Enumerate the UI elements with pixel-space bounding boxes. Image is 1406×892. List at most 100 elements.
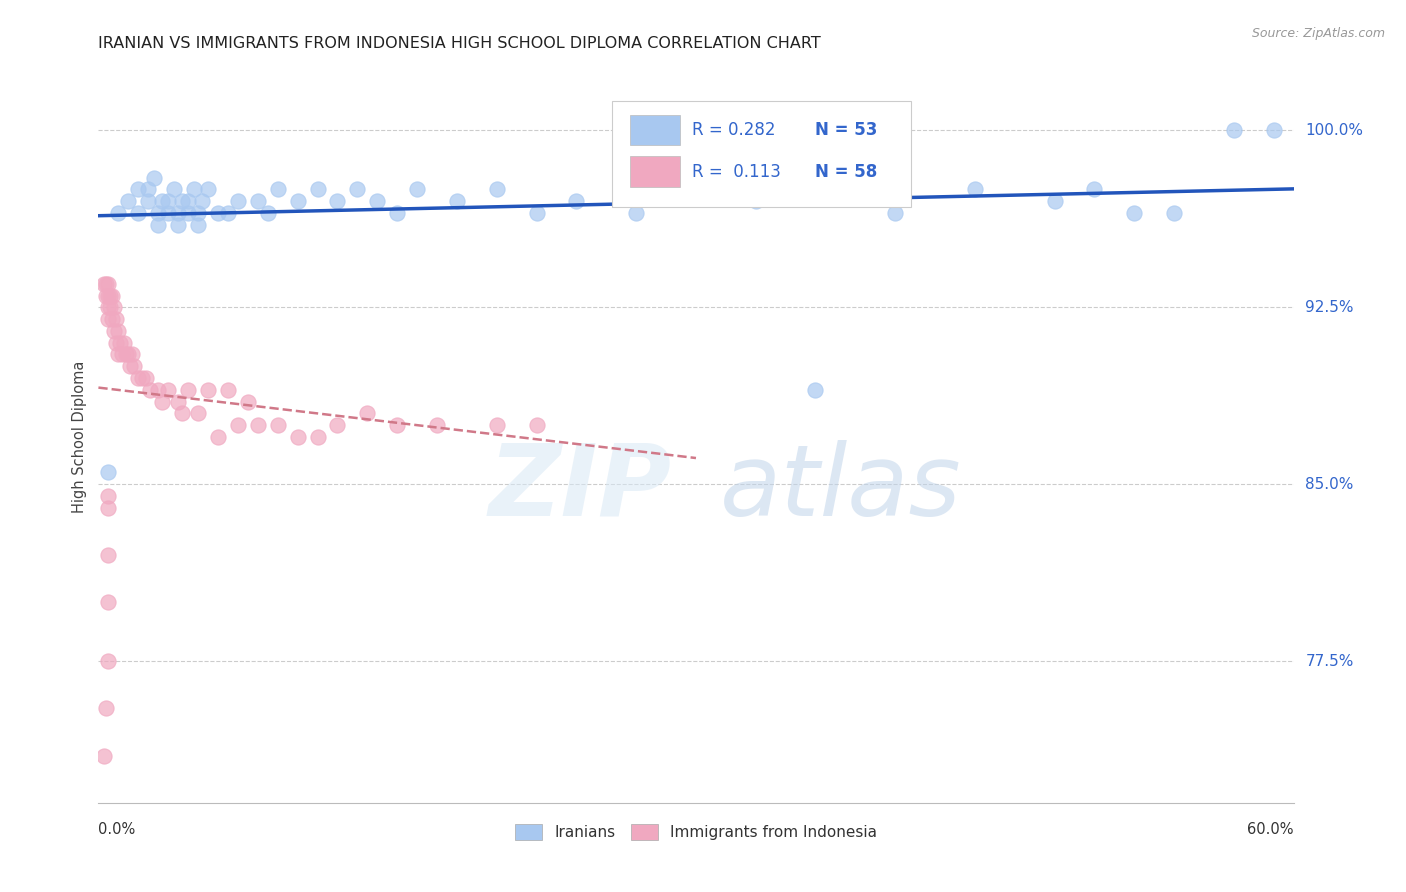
Point <box>139 383 162 397</box>
Point <box>97 489 120 503</box>
Point <box>124 359 146 374</box>
Text: 85.0%: 85.0% <box>1306 476 1354 491</box>
Point <box>177 206 200 220</box>
Point <box>197 182 219 196</box>
Text: N = 53: N = 53 <box>815 121 877 139</box>
Point <box>884 206 907 220</box>
Point <box>136 182 159 196</box>
Point <box>1123 206 1146 220</box>
Point <box>226 418 249 433</box>
Point <box>117 194 139 208</box>
Point <box>685 182 707 196</box>
Point <box>172 194 194 208</box>
Point <box>1263 123 1285 137</box>
Text: atlas: atlas <box>720 440 962 537</box>
Point <box>307 182 329 196</box>
Text: ZIP: ZIP <box>489 440 672 537</box>
Point <box>526 206 548 220</box>
Point <box>97 654 120 668</box>
Point <box>385 206 409 220</box>
Point <box>287 430 309 444</box>
Point <box>127 182 149 196</box>
Point <box>446 194 468 208</box>
Point <box>1163 206 1185 220</box>
Point <box>96 701 118 715</box>
Point <box>97 500 120 515</box>
Point <box>97 301 120 315</box>
Text: 0.0%: 0.0% <box>98 822 135 837</box>
Point <box>121 347 143 361</box>
Point <box>101 288 124 302</box>
Point <box>117 347 139 361</box>
Point <box>98 288 122 302</box>
FancyBboxPatch shape <box>630 114 681 145</box>
Point <box>217 383 239 397</box>
Y-axis label: High School Diploma: High School Diploma <box>72 361 87 513</box>
Point <box>187 407 209 421</box>
Point <box>745 194 768 208</box>
Point <box>191 194 214 208</box>
Point <box>565 194 588 208</box>
Point <box>97 312 120 326</box>
Point <box>626 206 648 220</box>
Point <box>167 394 190 409</box>
Point <box>963 182 986 196</box>
Point <box>150 394 173 409</box>
Point <box>246 418 269 433</box>
Point <box>97 277 120 291</box>
Text: 100.0%: 100.0% <box>1306 123 1364 138</box>
Text: IRANIAN VS IMMIGRANTS FROM INDONESIA HIGH SCHOOL DIPLOMA CORRELATION CHART: IRANIAN VS IMMIGRANTS FROM INDONESIA HIG… <box>98 36 821 51</box>
Point <box>105 335 128 350</box>
Text: 77.5%: 77.5% <box>1306 654 1354 669</box>
Point <box>157 194 180 208</box>
Point <box>1083 182 1105 196</box>
Point <box>148 383 170 397</box>
Point <box>93 748 115 763</box>
Point <box>136 194 159 208</box>
Point <box>177 194 200 208</box>
Point <box>150 194 173 208</box>
Point <box>187 206 209 220</box>
Point <box>804 383 827 397</box>
Point <box>197 383 219 397</box>
Point <box>267 418 290 433</box>
Point <box>426 418 449 433</box>
Point <box>111 347 134 361</box>
Text: R = 0.282: R = 0.282 <box>692 121 776 139</box>
Point <box>97 548 120 562</box>
FancyBboxPatch shape <box>613 101 911 207</box>
Point <box>97 288 120 302</box>
Point <box>101 312 124 326</box>
Point <box>157 206 180 220</box>
Point <box>346 182 368 196</box>
Point <box>1223 123 1246 137</box>
Point <box>107 324 129 338</box>
Point <box>103 301 125 315</box>
Point <box>127 206 149 220</box>
Point <box>135 371 157 385</box>
Point <box>120 359 142 374</box>
Point <box>406 182 429 196</box>
Point <box>167 206 190 220</box>
Point <box>131 371 153 385</box>
Point <box>96 277 118 291</box>
Point <box>485 182 508 196</box>
Point <box>217 206 239 220</box>
Text: R =  0.113: R = 0.113 <box>692 162 782 180</box>
Point <box>326 194 349 208</box>
Point <box>143 170 166 185</box>
Point <box>103 324 125 338</box>
Point <box>207 206 229 220</box>
Point <box>107 347 129 361</box>
Point <box>98 301 122 315</box>
Point <box>267 182 290 196</box>
Point <box>1043 194 1066 208</box>
Point <box>110 335 132 350</box>
Text: 92.5%: 92.5% <box>1306 300 1354 315</box>
Point <box>226 194 249 208</box>
Text: 60.0%: 60.0% <box>1247 822 1294 837</box>
Point <box>97 595 120 609</box>
Point <box>236 394 259 409</box>
Point <box>177 383 200 397</box>
Point <box>187 218 209 232</box>
